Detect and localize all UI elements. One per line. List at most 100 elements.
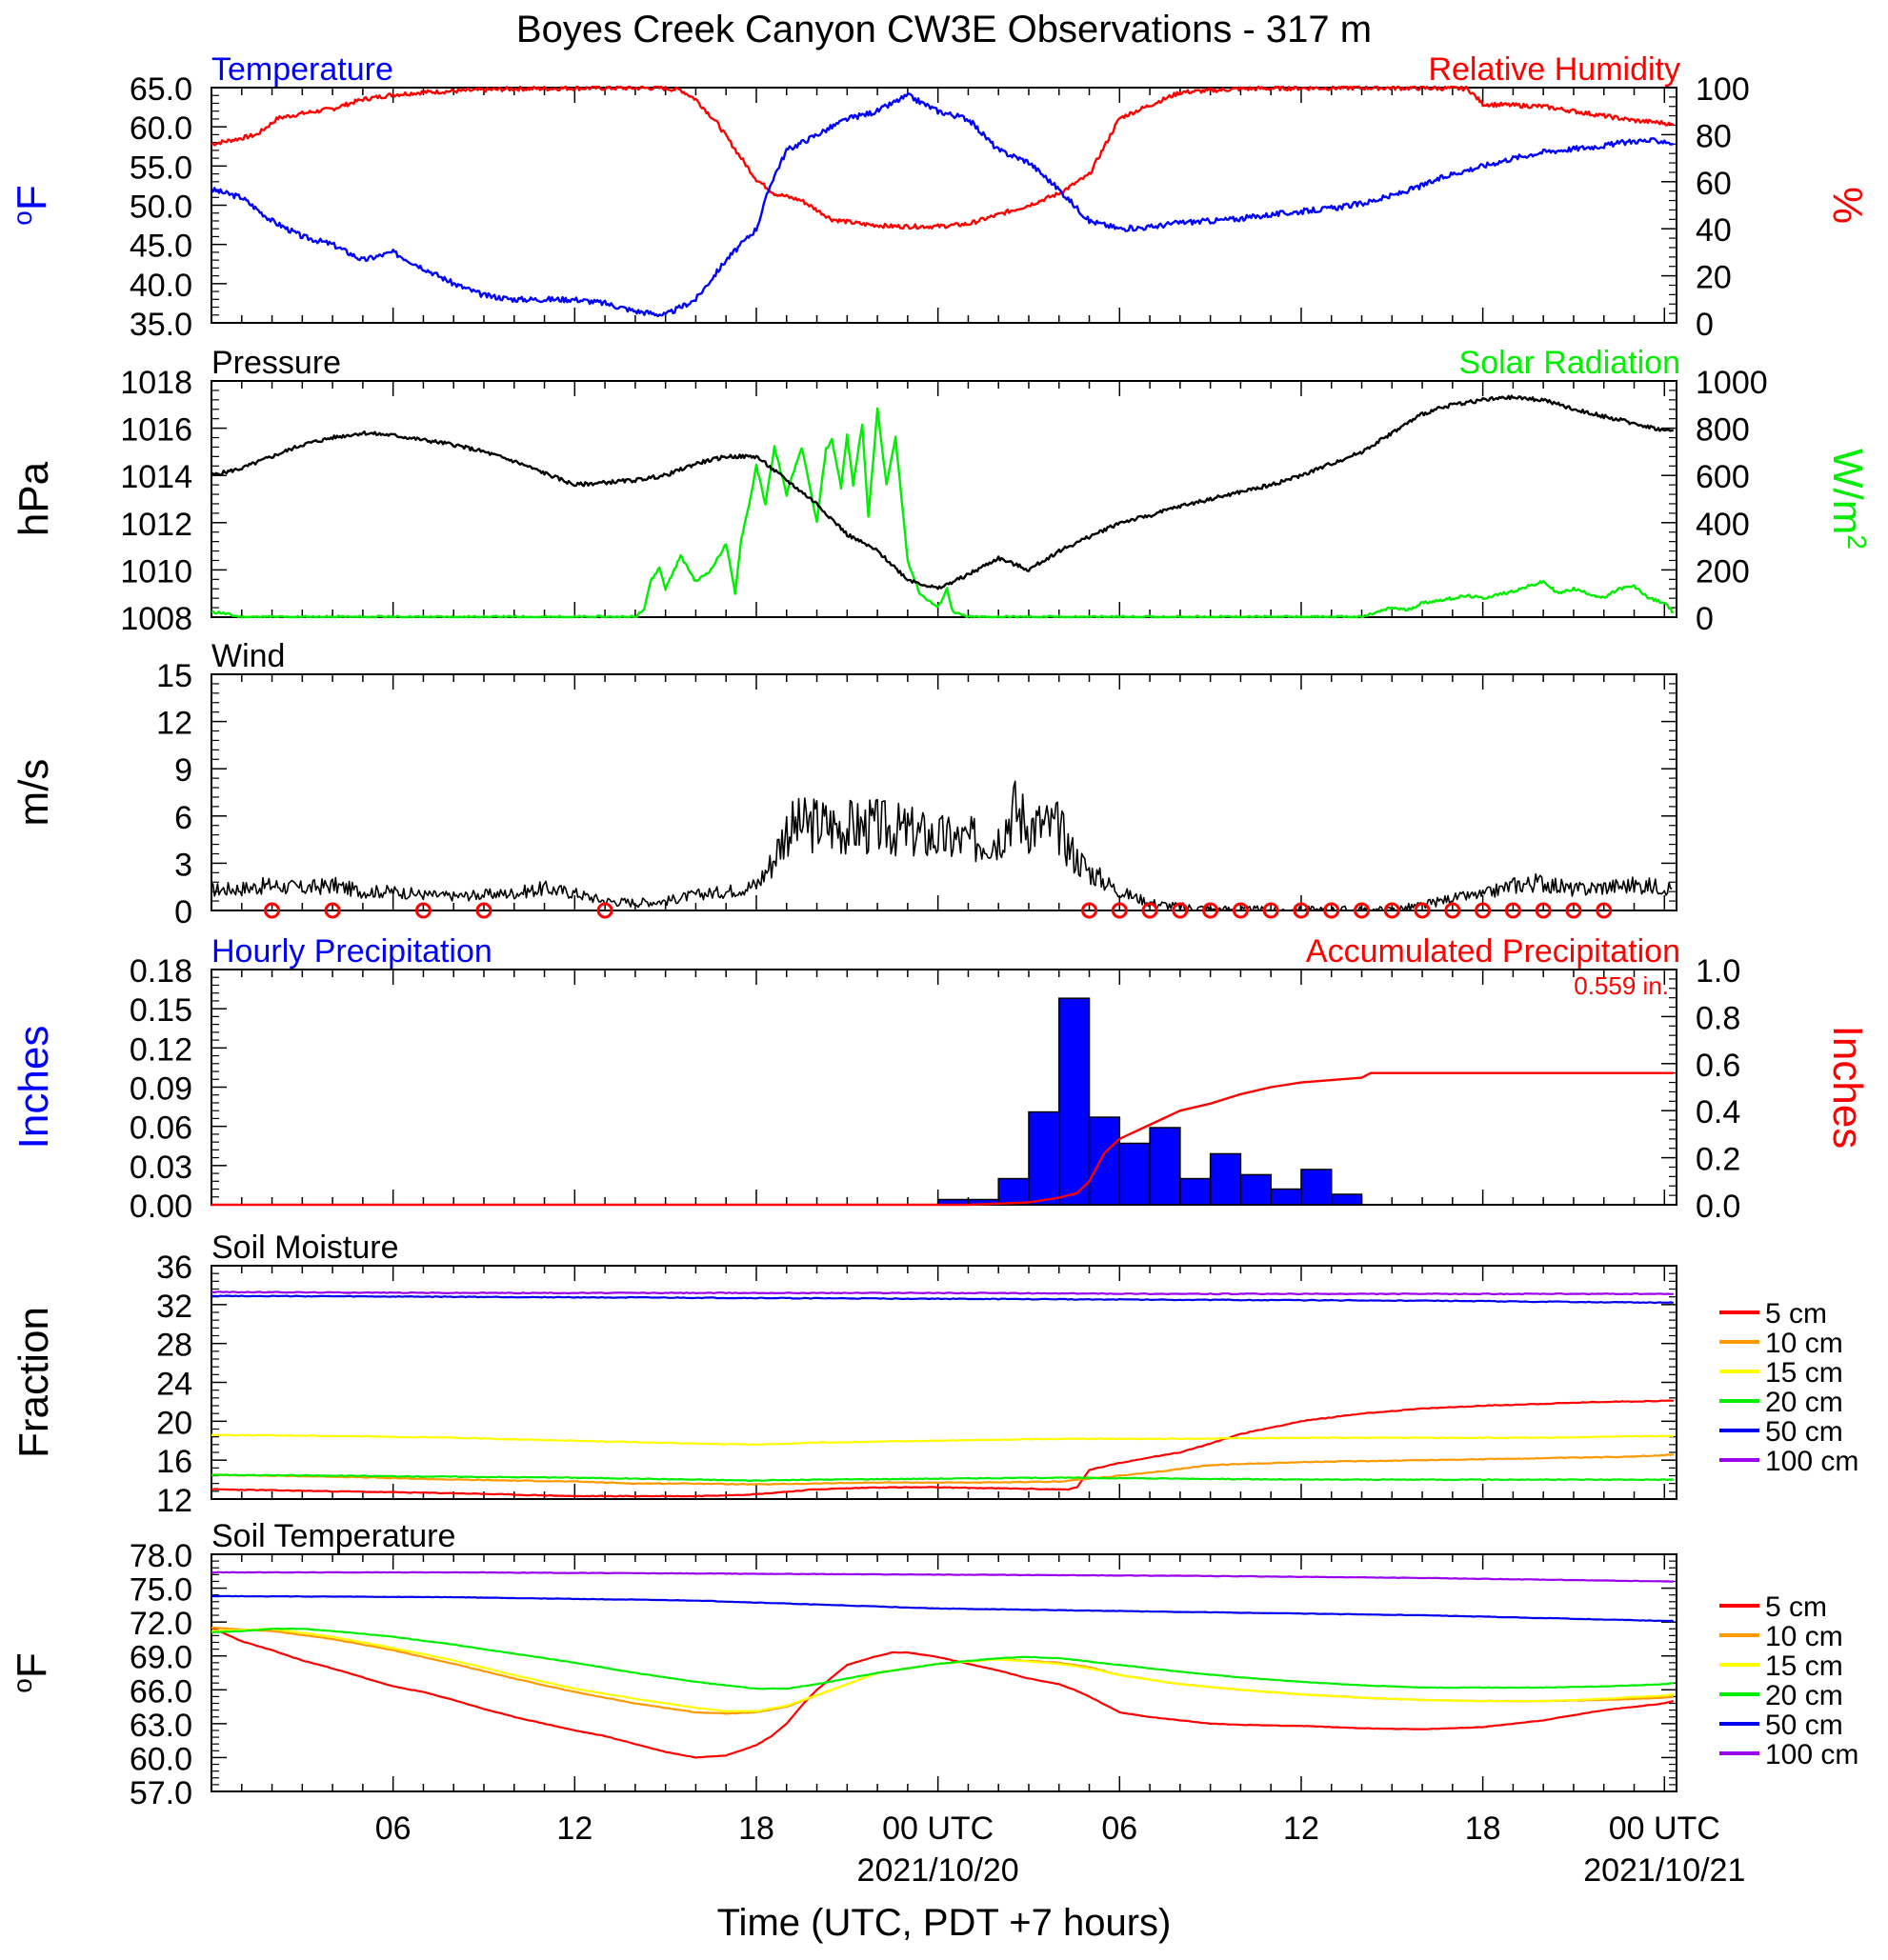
data-layer xyxy=(211,997,1674,1207)
panel-frame xyxy=(211,969,1677,1206)
y-tick-label: 65.0 xyxy=(130,71,192,108)
hourly-precip-bar xyxy=(1209,1152,1242,1206)
panel-temperature_humidity: 65.060.055.0 50.045.040.035.0 100 80 60 40 20 0… xyxy=(8,51,1872,343)
y-tick-label: 12 xyxy=(156,1483,192,1519)
y-tick-label: 24 xyxy=(156,1367,192,1403)
series-5cm-line xyxy=(211,1627,1675,1759)
y-tick-label: 16 xyxy=(156,1444,192,1480)
x-tick-label: 06 xyxy=(375,1810,412,1847)
y-right-tick-label: 20 xyxy=(1696,260,1732,296)
x-axis-label: Time (UTC, PDT +7 hours) xyxy=(717,1902,1172,1944)
data-layer xyxy=(211,394,1674,619)
y-right-tick-label: 600 xyxy=(1696,459,1750,495)
x-date-label: 2021/10/21 xyxy=(1583,1852,1745,1889)
y-right-tick-label: 400 xyxy=(1696,507,1750,543)
calm-wind-marker xyxy=(1596,902,1613,919)
data-layer xyxy=(211,1570,1675,1759)
x-tick-label: 00 UTC xyxy=(882,1810,994,1847)
y-tick-label: 1010 xyxy=(120,553,192,590)
calm-wind-marker xyxy=(1141,902,1158,919)
y-tick-label: 0.03 xyxy=(130,1150,192,1186)
y-tick-label: 75.0 xyxy=(130,1572,192,1609)
y-tick-label: 72.0 xyxy=(130,1606,192,1642)
y-tick-label: 1012 xyxy=(120,507,192,543)
legend-label: 15 cm xyxy=(1765,1357,1843,1389)
y-axis-label-left: oF xyxy=(8,185,56,225)
y-right-tick-label: 800 xyxy=(1696,412,1750,449)
data-layer xyxy=(211,86,1675,318)
y-tick-label: 1018 xyxy=(120,365,192,401)
panel-title-right: Relative Humidity xyxy=(1428,51,1680,88)
legend-label: 50 cm xyxy=(1765,1710,1843,1741)
panel-frame xyxy=(211,673,1677,911)
y-tick-label: 20 xyxy=(156,1405,192,1441)
legend-label: 100 cm xyxy=(1765,1446,1858,1477)
hourly-precip-bar xyxy=(1270,1188,1302,1206)
calm-wind-marker xyxy=(1475,902,1492,919)
y-axis-label-left: hPa xyxy=(10,461,57,536)
panel-frame xyxy=(211,87,1677,324)
calm-wind-marker xyxy=(1565,902,1582,919)
calm-wind-marker xyxy=(1232,902,1249,919)
series-15cm-line xyxy=(211,1433,1674,1447)
y-axis-label-left: m/s xyxy=(10,759,57,827)
series-20cm-line xyxy=(211,1627,1674,1690)
y-tick-label: 0 xyxy=(174,894,192,930)
legend-label: 5 cm xyxy=(1765,1591,1827,1623)
calm-wind-marker xyxy=(1323,902,1340,919)
panel-title-right: Accumulated Precipitation xyxy=(1306,933,1680,970)
hourly-precip-bar xyxy=(1149,1127,1181,1206)
y-axis-label-left: Inches xyxy=(10,1026,57,1150)
x-tick-label: 18 xyxy=(738,1810,774,1847)
panel-wind: 15 12 9 6 3 0 Wind m/s xyxy=(10,638,1677,930)
y-right-tick-label: 0.2 xyxy=(1696,1142,1740,1178)
y-tick-label: 9 xyxy=(174,752,192,789)
hourly-precip-bar xyxy=(1179,1177,1212,1206)
series-50cm-line xyxy=(211,1594,1674,1623)
hourly-precip-bar xyxy=(1330,1193,1363,1206)
y-tick-label: 3 xyxy=(174,847,192,883)
calm-wind-marker xyxy=(1293,902,1310,919)
y-right-tick-label: 0 xyxy=(1696,601,1714,637)
y-tick-label: 40.0 xyxy=(130,268,192,304)
calm-wind-marker xyxy=(1535,902,1552,919)
calm-wind-marker xyxy=(414,902,432,919)
wind-speed-line xyxy=(211,780,1673,911)
legend-label: 100 cm xyxy=(1765,1739,1858,1770)
panel-pressure_solar: 1018 1016 1014 1012 1010 1008 1000 800 600 400 200… xyxy=(10,345,1873,637)
x-tick-label: 12 xyxy=(1283,1810,1319,1847)
y-tick-label: 69.0 xyxy=(130,1640,192,1676)
y-tick-label: 45.0 xyxy=(130,229,192,265)
y-tick-label: 66.0 xyxy=(130,1673,192,1710)
calm-wind-marker xyxy=(1081,902,1098,919)
solar-radiation-line xyxy=(211,407,1674,619)
hourly-precip-bar xyxy=(997,1177,1030,1206)
accumulated-precip-line xyxy=(211,1071,1674,1207)
y-right-tick-label: 1.0 xyxy=(1696,953,1740,990)
accumulated-total-label: 0.559 in. xyxy=(1574,971,1669,1000)
calm-wind-marker xyxy=(1414,902,1431,919)
x-tick-label: 12 xyxy=(556,1810,593,1847)
y-tick-label: 0.06 xyxy=(130,1110,192,1147)
calm-wind-marker xyxy=(1262,902,1279,919)
y-right-tick-label: 0.6 xyxy=(1696,1048,1740,1084)
y-right-tick-label: 80 xyxy=(1696,118,1732,154)
calm-wind-marker xyxy=(324,902,341,919)
calm-wind-marker xyxy=(1444,902,1461,919)
legend-label: 20 cm xyxy=(1765,1387,1843,1418)
panel-title-left: Temperature xyxy=(211,51,393,88)
calm-wind-marker xyxy=(596,902,613,919)
y-axis-label-right: W/m2 xyxy=(1824,449,1873,550)
calm-wind-marker xyxy=(1504,902,1521,919)
y-tick-label: 0.09 xyxy=(130,1071,192,1108)
legend-label: 20 cm xyxy=(1765,1680,1843,1711)
hourly-precip-bar xyxy=(1300,1169,1333,1206)
y-axis-label-left: oF xyxy=(8,1652,56,1692)
y-tick-label: 60.0 xyxy=(130,1741,192,1777)
panel-title-left: Wind xyxy=(211,638,285,674)
x-tick-label: 18 xyxy=(1465,1810,1501,1847)
y-tick-label: 0.15 xyxy=(130,992,192,1029)
y-tick-label: 1016 xyxy=(120,412,192,449)
